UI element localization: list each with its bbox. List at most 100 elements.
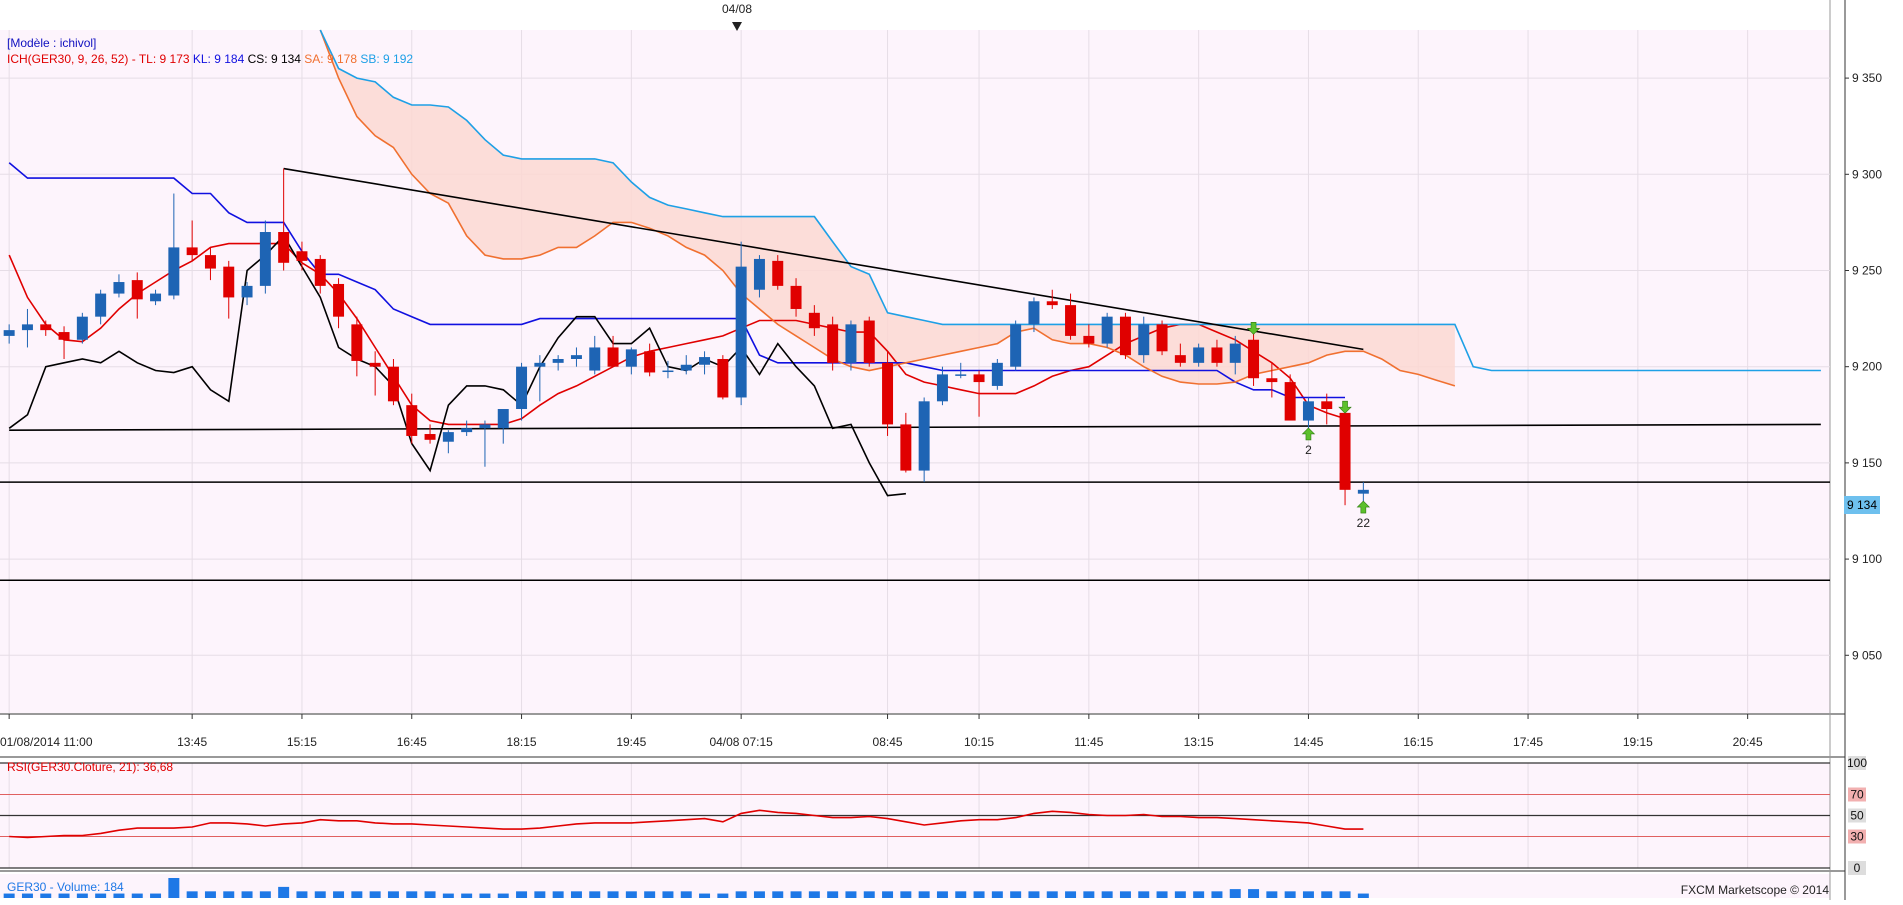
- volume-bar: [644, 891, 656, 898]
- candle-body: [955, 374, 967, 376]
- volume-bar: [424, 891, 436, 898]
- candle: [1284, 374, 1296, 421]
- candle-body: [3, 330, 15, 336]
- candle-body: [168, 247, 180, 296]
- candle: [1028, 297, 1040, 333]
- candle-body: [1156, 324, 1168, 352]
- main-panel-bg: [0, 30, 1830, 713]
- rsi-level-label: 70: [1850, 788, 1864, 802]
- candle: [351, 316, 363, 377]
- candle-body: [95, 293, 107, 317]
- candle: [680, 355, 692, 375]
- candle-body: [973, 374, 985, 383]
- volume-bar: [387, 891, 399, 898]
- time-tick-label: 04/08 07:15: [709, 735, 773, 749]
- candle-body: [314, 258, 326, 286]
- candle-body: [1302, 401, 1314, 421]
- candle: [1174, 343, 1186, 367]
- legend-entry: KL: 9 184: [190, 52, 245, 66]
- rsi-label: RSI(GER30.Cloture, 21): 36,68: [7, 760, 173, 774]
- time-tick-label: 19:15: [1623, 735, 1653, 749]
- candle-body: [644, 351, 656, 373]
- candle: [241, 282, 253, 306]
- candle-body: [1284, 382, 1296, 421]
- volume-bar: [186, 891, 198, 898]
- signal-count-label: 2: [1305, 443, 1312, 457]
- candle-body: [1083, 335, 1095, 344]
- volume-bar: [1193, 891, 1205, 898]
- candle-body: [790, 285, 802, 309]
- volume-bar: [1321, 891, 1333, 898]
- price-tick-label: 9 250: [1852, 263, 1882, 277]
- candle-body: [369, 362, 381, 367]
- rsi-level-badge: [1848, 756, 1866, 770]
- candle: [3, 324, 15, 344]
- candle: [333, 278, 345, 329]
- arrow-down-icon: [1338, 400, 1352, 414]
- volume-bar: [1284, 891, 1296, 898]
- triangle-down-icon: [732, 22, 742, 31]
- volume-bar: [21, 893, 33, 898]
- candle-body: [1229, 343, 1241, 363]
- volume-bar: [1357, 893, 1369, 898]
- trend-line[interactable]: [9, 423, 1821, 431]
- candle-body: [21, 324, 33, 331]
- volume-bar: [131, 893, 143, 898]
- volume-bar: [314, 891, 326, 898]
- candle: [387, 358, 399, 406]
- candle: [1046, 289, 1058, 309]
- time-tick-label: 01/08/2014 11:00: [0, 735, 93, 749]
- model-label: [Modèle : ichivol]: [7, 36, 96, 50]
- candle: [882, 351, 894, 436]
- candle-body: [991, 362, 1003, 386]
- candle: [772, 255, 784, 290]
- volume-bar: [882, 891, 894, 898]
- volume-bar: [278, 886, 290, 898]
- candle-body: [223, 266, 235, 298]
- candle: [570, 347, 582, 367]
- signal-count-label: 22: [1357, 516, 1371, 530]
- candle-body: [918, 401, 930, 471]
- last-price-label: 9 134: [1847, 498, 1877, 512]
- candle: [1321, 393, 1333, 425]
- candle-body: [204, 255, 216, 269]
- candle: [955, 362, 967, 379]
- rsi-level-label: 30: [1850, 830, 1864, 844]
- volume-bar: [1211, 891, 1223, 898]
- series-line-cs: [8, 234, 906, 497]
- candle: [1302, 397, 1314, 429]
- volume-bar: [827, 891, 839, 898]
- candle-body: [241, 285, 253, 298]
- volume-bar: [1174, 891, 1186, 898]
- candle-body: [699, 357, 711, 365]
- volume-bar: [516, 891, 528, 898]
- volume-bar: [76, 893, 88, 898]
- candle-body: [900, 424, 912, 471]
- price-tick-label: 9 200: [1852, 360, 1882, 374]
- trend-line[interactable]: [283, 167, 1364, 351]
- candle: [424, 424, 436, 444]
- ichimoku-cloud: [320, 30, 1455, 386]
- volume-bar: [625, 891, 637, 898]
- candle-body: [479, 424, 491, 429]
- candle: [1101, 312, 1113, 348]
- candle-body: [735, 266, 747, 398]
- candle: [113, 274, 125, 298]
- candle: [845, 320, 857, 371]
- last-price-badge: 9 134: [1844, 496, 1880, 514]
- candle: [552, 355, 564, 371]
- volume-bar: [3, 893, 15, 898]
- rsi-level-label: 50: [1850, 809, 1864, 823]
- candle-body: [607, 347, 619, 367]
- candle-body: [753, 258, 765, 290]
- volume-bar: [1339, 891, 1351, 898]
- volume-bar: [241, 891, 253, 898]
- volume-bar: [900, 891, 912, 898]
- volume-bar: [1010, 891, 1022, 898]
- candle: [735, 241, 747, 406]
- candle: [863, 316, 875, 367]
- time-tick-label: 11:45: [1074, 735, 1103, 749]
- rsi-panel: 100 70 50 30 0: [0, 756, 1867, 875]
